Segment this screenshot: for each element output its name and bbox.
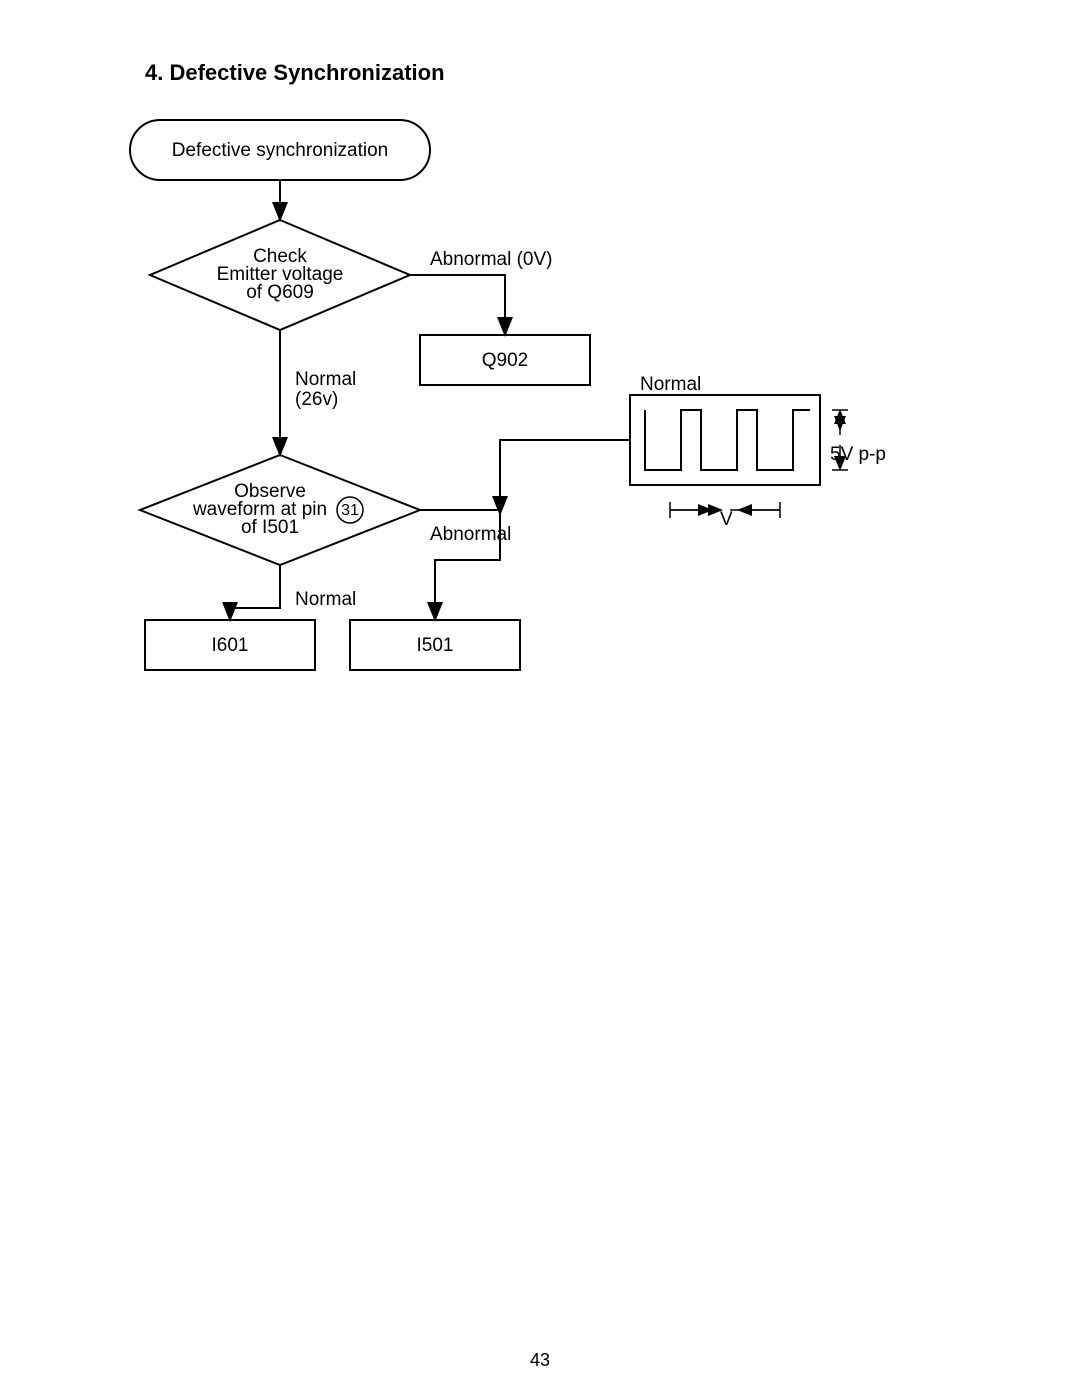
label-vpp_label: 5V p-p (830, 444, 886, 465)
decision2-line3: of I501 (241, 517, 299, 538)
edge-wave-join (500, 440, 630, 510)
label-normal_26v_l1: Normal (295, 369, 356, 390)
label-normal_top: Normal (640, 374, 701, 395)
i501-text: I501 (417, 635, 454, 656)
label-normal_bottom: Normal (295, 589, 356, 610)
decision1-line3: of Q609 (246, 282, 314, 303)
label-abnormal: Abnormal (430, 524, 511, 545)
i601-text: I601 (212, 635, 249, 656)
edge-d1-q902 (410, 275, 505, 333)
label-abnormal_0v: Abnormal (0V) (430, 249, 553, 270)
edge-d2-i601 (230, 565, 280, 618)
pin-number: 31 (341, 502, 359, 519)
start-text: Defective synchronization (172, 140, 389, 161)
q902-text: Q902 (482, 350, 528, 371)
label-normal_26v_l2: (26v) (295, 389, 338, 410)
waveform-box (630, 395, 820, 485)
flowchart-svg: Defective synchronizationCheckEmitter vo… (0, 0, 1080, 1390)
label-v_label: V (720, 509, 733, 530)
